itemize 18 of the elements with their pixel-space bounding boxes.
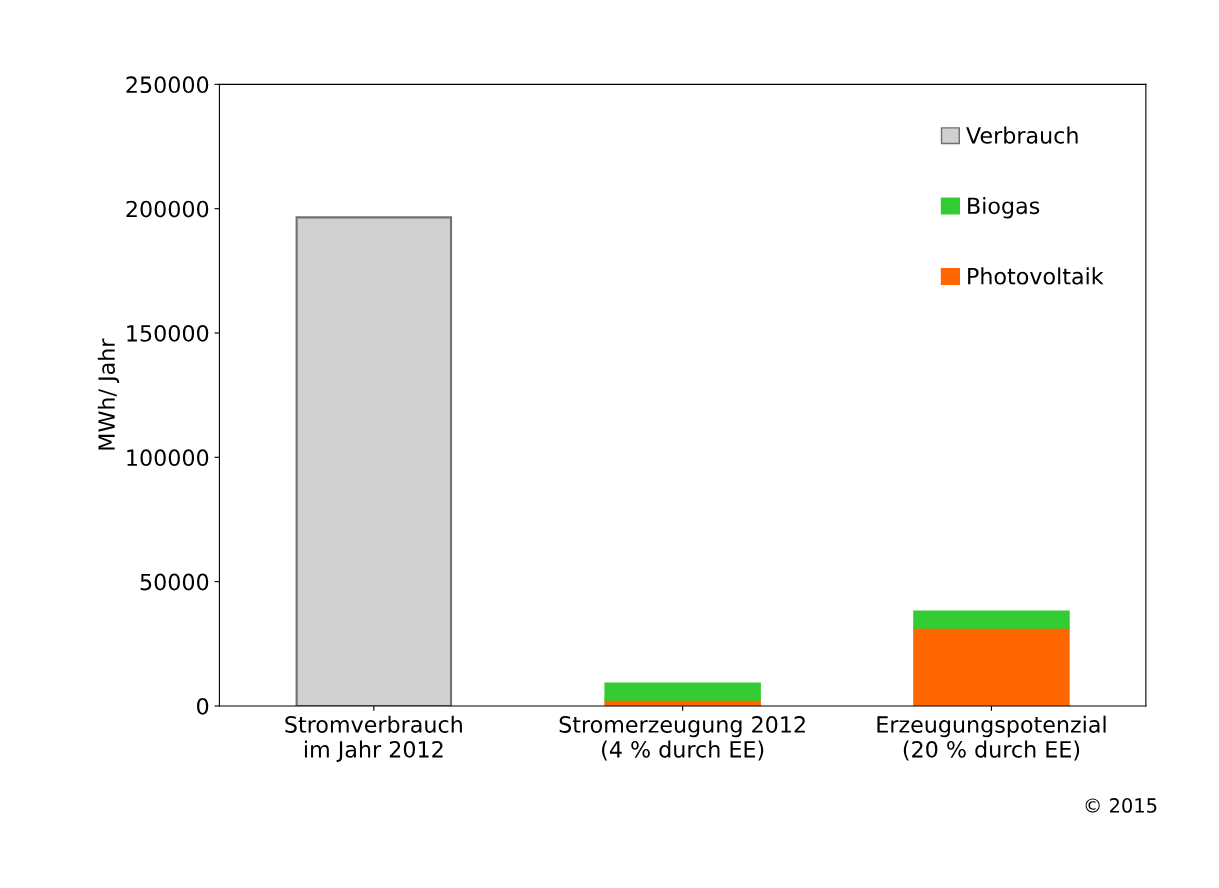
x-tick-label: Stromerzeugung 2012 (4 % durch EE) xyxy=(559,716,805,761)
y-axis-title: MWh/ Jahr xyxy=(97,338,120,450)
legend-label: Verbrauch xyxy=(966,126,1078,144)
bar xyxy=(295,216,453,706)
y-tick-label: 150000 xyxy=(127,324,209,342)
bar xyxy=(913,610,1070,629)
y-tick-label: 0 xyxy=(197,697,209,715)
y-tick-label: 100000 xyxy=(127,449,209,467)
legend-label: Photovoltaik xyxy=(968,267,1104,285)
x-tick-label: Stromverbrauch im Jahr 2012 xyxy=(285,715,462,762)
bar xyxy=(913,626,1070,706)
y-tick-label: 50000 xyxy=(140,573,209,591)
text: © 2015 xyxy=(1085,798,1157,813)
legend-label: Biogas xyxy=(968,196,1040,219)
y-tick-label: 250000 xyxy=(126,76,209,94)
x-tick-label: Erzeugungspotenzial (20 % durch EE) xyxy=(877,715,1106,761)
y-tick-label: 200000 xyxy=(126,200,209,218)
bar xyxy=(604,682,761,701)
